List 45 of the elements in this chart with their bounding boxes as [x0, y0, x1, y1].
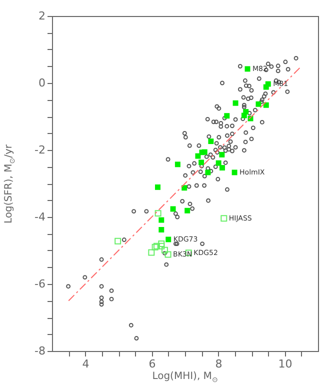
point — [158, 217, 164, 223]
point — [148, 249, 155, 256]
point — [232, 100, 238, 106]
point — [154, 242, 160, 250]
y-tick-label: -6 — [34, 278, 46, 290]
point — [170, 206, 176, 212]
point — [241, 112, 247, 118]
point — [195, 153, 201, 159]
point — [244, 66, 250, 72]
point — [114, 238, 122, 244]
point — [184, 208, 190, 214]
point — [220, 215, 228, 222]
x-tick-label: 8 — [215, 358, 222, 370]
y-tick-label: 0 — [38, 76, 46, 90]
point — [220, 165, 225, 170]
point — [174, 162, 180, 168]
point — [164, 251, 172, 258]
point — [166, 236, 172, 242]
point — [152, 244, 158, 250]
point — [154, 210, 162, 217]
point — [161, 246, 168, 254]
point — [263, 102, 269, 108]
point — [232, 170, 238, 176]
point — [198, 160, 204, 166]
y-tick-label: 2 — [38, 10, 46, 22]
point — [224, 113, 230, 119]
point — [216, 160, 222, 166]
point — [182, 185, 188, 191]
y-tick-label: -4 — [34, 210, 46, 224]
x-tick-label: 10 — [278, 358, 292, 370]
point — [263, 84, 269, 90]
point — [219, 152, 225, 158]
point — [256, 101, 262, 107]
point — [158, 226, 164, 232]
point — [154, 184, 160, 190]
x-tick-label: 4 — [82, 358, 90, 370]
y-tick-label: -2 — [34, 144, 46, 156]
point — [158, 242, 165, 250]
x-axis-title: Log(MHI), M$_{⊙}$ — [151, 371, 219, 384]
y-tick-label: -8 — [34, 344, 46, 358]
point — [205, 170, 211, 176]
x-tick-label: 6 — [148, 358, 156, 370]
point — [158, 240, 165, 248]
point — [208, 138, 214, 144]
point — [202, 149, 208, 155]
